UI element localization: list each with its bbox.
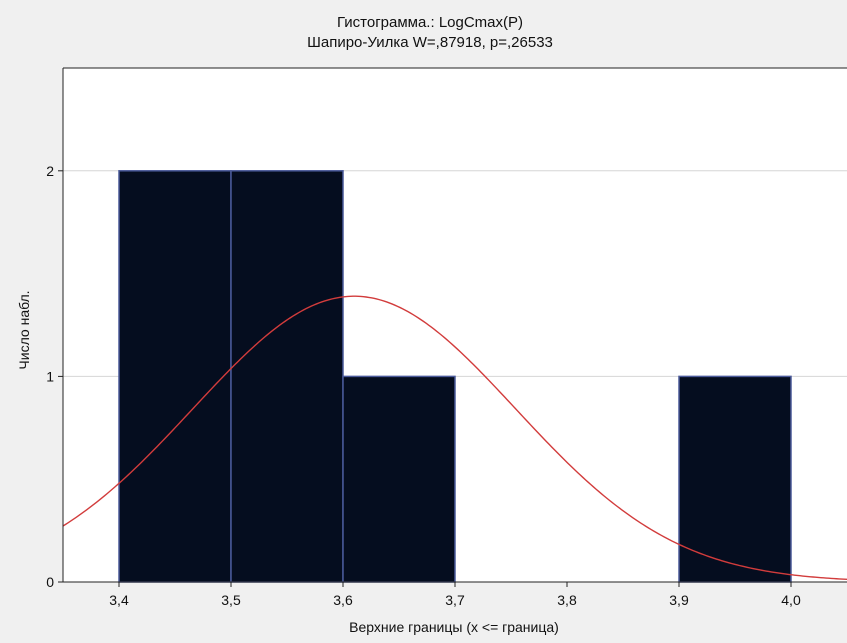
y-tick-label: 2 xyxy=(46,163,54,179)
x-tick-label: 3,7 xyxy=(445,592,465,608)
x-tick-label: 3,5 xyxy=(221,592,241,608)
histogram-bar xyxy=(118,170,232,583)
x-tick-label: 3,4 xyxy=(109,592,129,608)
x-tick-label: 3,6 xyxy=(333,592,353,608)
histogram-bar xyxy=(230,170,344,583)
histogram-bar xyxy=(342,375,456,583)
y-axis-label: Число набл. xyxy=(16,290,32,369)
normal-curve xyxy=(62,295,847,581)
chart-subtitle: Шапиро-Уилка W=,87918, p=,26533 xyxy=(307,34,553,51)
x-tick-label: 4,0 xyxy=(781,592,801,608)
x-axis-label: Верхние границы (x <= граница) xyxy=(349,619,559,635)
x-tick-label: 3,8 xyxy=(557,592,577,608)
chart-title: Гистограмма.: LogCmax(P) xyxy=(337,14,523,31)
y-tick-label: 0 xyxy=(46,574,54,590)
y-ticks: 0 1 2 xyxy=(46,163,63,590)
histogram-bars xyxy=(118,170,792,583)
x-tick-label: 3,9 xyxy=(669,592,689,608)
histogram-bar xyxy=(678,375,792,583)
y-tick-label: 1 xyxy=(46,368,54,384)
x-ticks: 3,4 3,5 3,6 3,7 3,8 3,9 4,0 xyxy=(109,582,801,608)
